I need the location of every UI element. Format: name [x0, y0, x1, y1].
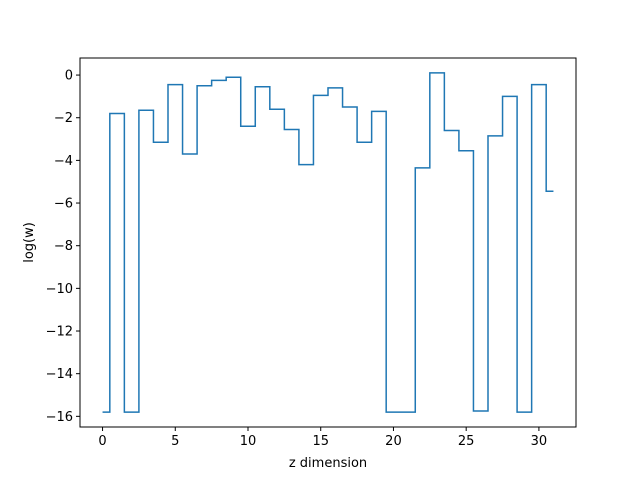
x-tick-label: 0 — [98, 434, 106, 449]
plot-frame — [79, 57, 577, 428]
y-tick-label: −10 — [46, 282, 73, 297]
x-tick-label: 25 — [458, 434, 475, 449]
y-axis: 0 −2 −4 −6 −8 −10 −12 −14 −16 — [46, 69, 80, 425]
series-layer — [102, 72, 554, 413]
x-tick-label: 5 — [171, 434, 179, 449]
y-tick-label: −2 — [54, 111, 73, 126]
series-line — [102, 72, 554, 413]
x-tick-label: 15 — [312, 434, 329, 449]
y-tick-label: −4 — [54, 154, 73, 169]
y-tick-label: −6 — [54, 197, 73, 212]
y-tick-label: −8 — [54, 239, 73, 254]
y-tick-label: 0 — [65, 69, 73, 84]
x-tick-label: 30 — [531, 434, 548, 449]
x-axis-label: z dimension — [289, 456, 367, 471]
x-axis: 0 5 10 15 20 25 30 — [98, 427, 547, 449]
y-tick-label: −14 — [46, 367, 73, 382]
y-axis-label: log(w) — [22, 222, 37, 263]
y-tick-label: −16 — [46, 410, 73, 425]
x-tick-label: 10 — [240, 434, 257, 449]
x-tick-label: 20 — [385, 434, 402, 449]
y-tick-label: −12 — [46, 325, 73, 340]
